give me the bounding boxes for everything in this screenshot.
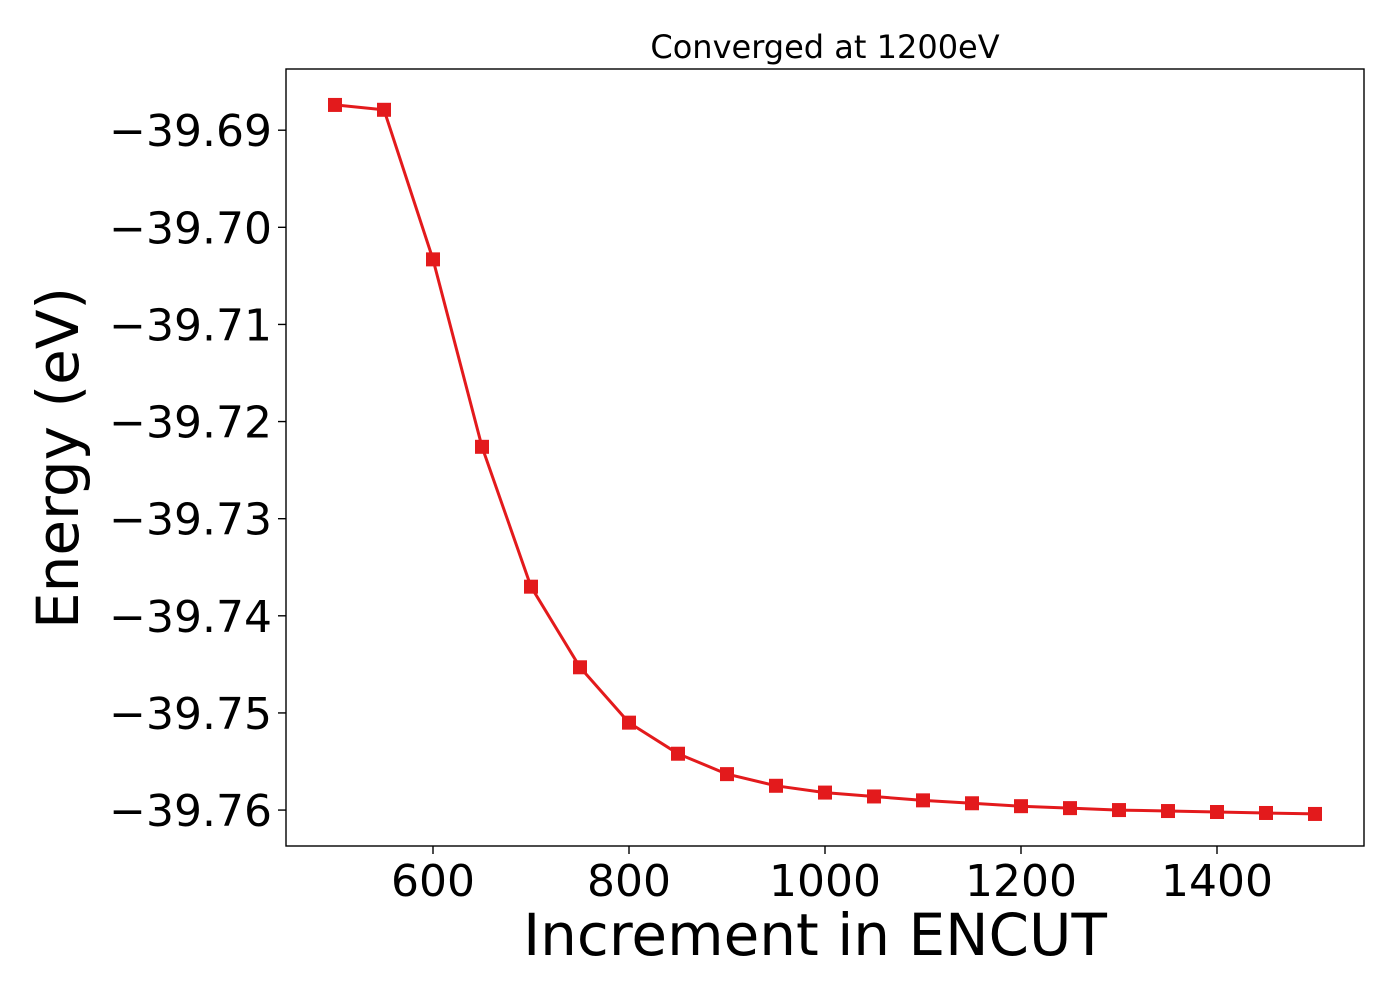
y-tick-label: −39.76 <box>109 786 272 837</box>
data-point-marker <box>475 439 489 454</box>
series-line <box>334 103 1316 816</box>
data-point-marker <box>671 746 685 761</box>
y-tick-label: −39.75 <box>109 689 272 740</box>
y-tick-label: −39.73 <box>109 495 272 546</box>
x-tick-label: 1400 <box>1161 856 1273 907</box>
data-point-marker <box>818 785 832 800</box>
data-point-marker <box>524 579 538 594</box>
data-point-marker <box>1210 805 1224 820</box>
plot-area: 600 800 1000 1200 1400 −39.69 −39.70 −39.71 −39.… <box>109 68 1365 907</box>
data-point-marker <box>1161 804 1175 819</box>
data-point-marker <box>1259 805 1273 820</box>
x-tick-label: 800 <box>587 856 671 907</box>
x-tick-label: 600 <box>391 856 475 907</box>
y-tick-label: −39.70 <box>109 203 272 254</box>
data-point-marker <box>573 660 587 675</box>
data-point-marker <box>916 793 930 808</box>
y-tick-label: −39.74 <box>109 592 272 643</box>
chart-title: Converged at 1200eV <box>650 28 999 66</box>
y-axis-title: Energy (eV) <box>24 287 92 629</box>
data-point-marker <box>426 252 440 267</box>
data-point-marker <box>377 102 391 117</box>
y-tick-label: −39.71 <box>109 300 272 351</box>
data-point-marker <box>1063 801 1077 816</box>
plot-frame <box>285 68 1365 847</box>
data-point-marker <box>769 778 783 793</box>
data-point-marker <box>1308 806 1322 821</box>
data-point-marker <box>1112 803 1126 818</box>
data-point-marker <box>622 715 636 730</box>
data-point-marker <box>1014 799 1028 814</box>
data-point-marker <box>328 97 342 112</box>
x-tick-label: 1000 <box>769 856 881 907</box>
y-tick-label: −39.72 <box>109 398 272 449</box>
data-point-marker <box>965 796 979 811</box>
x-axis-title: Increment in ENCUT <box>523 901 1107 969</box>
y-tick-label: −39.69 <box>109 106 272 157</box>
data-point-marker <box>720 767 734 782</box>
x-tick-label: 1200 <box>965 856 1077 907</box>
data-point-marker <box>867 789 881 804</box>
